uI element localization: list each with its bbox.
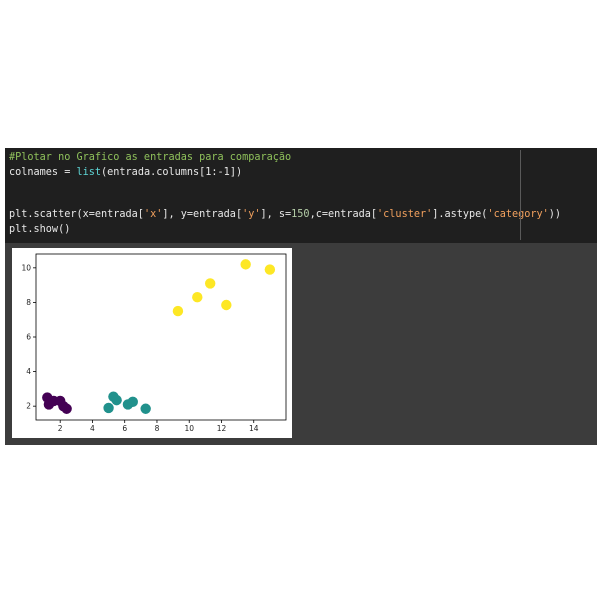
code-string: 'y' — [242, 209, 261, 220]
code-text: colnames = — [9, 167, 77, 178]
y-tick-label: 2 — [26, 402, 31, 411]
x-tick-label: 4 — [90, 424, 95, 433]
x-tick-label: 6 — [122, 424, 127, 433]
code-line-scatter: plt.scatter(x=entrada['x'], y=entrada['y… — [9, 207, 561, 222]
scatter-point-cluster-0 — [61, 403, 72, 414]
y-tick-label: 6 — [26, 333, 31, 342]
code-builtin: list — [76, 167, 102, 178]
code-text: (entrada.columns[1:-1]) — [101, 167, 243, 178]
y-tick-label: 10 — [21, 263, 31, 272]
code-line-show: plt.show() — [9, 224, 71, 235]
scatter-point-cluster-2 — [240, 259, 251, 270]
code-cell[interactable]: #Plotar no Grafico as entradas para comp… — [5, 148, 597, 243]
code-text: plt.scatter(x=entrada[ — [9, 209, 144, 220]
scatter-point-cluster-1 — [111, 394, 122, 406]
code-string: 'cluster' — [377, 209, 433, 220]
y-tick-label: 8 — [26, 298, 31, 307]
axis-ticks: 2 4 6 8 10 12 14 2 4 6 8 10 — [21, 263, 258, 433]
y-tick-label: 4 — [26, 367, 31, 376]
x-tick-label: 12 — [217, 424, 227, 433]
code-text: ], y=entrada[ — [162, 209, 243, 220]
code-text: )) — [548, 209, 562, 220]
code-line-colnames: colnames = list(entrada.columns[1:-1]) — [9, 165, 242, 180]
editor-ruler — [520, 150, 521, 240]
notebook-area: #Plotar no Grafico as entradas para comp… — [5, 148, 597, 445]
code-text: ].astype( — [432, 209, 488, 220]
scatter-point-cluster-1 — [140, 403, 151, 414]
scatter-point-cluster-2 — [264, 264, 276, 275]
x-tick-label: 10 — [184, 424, 194, 433]
code-text: ], s= — [260, 209, 292, 220]
code-number: 150 — [291, 209, 310, 220]
plot-output: 2 4 6 8 10 12 14 2 4 6 8 10 — [12, 248, 292, 438]
scatter-point-cluster-2 — [204, 278, 216, 289]
x-tick-label: 2 — [58, 424, 63, 433]
code-text: ,c=entrada[ — [309, 209, 378, 220]
scatter-point-cluster-1 — [127, 396, 138, 408]
code-string: 'category' — [487, 209, 549, 220]
scatter-plot: 2 4 6 8 10 12 14 2 4 6 8 10 — [12, 248, 292, 438]
x-tick-label: 14 — [249, 424, 259, 433]
code-comment-line: #Plotar no Grafico as entradas para comp… — [9, 152, 292, 163]
scatter-point-cluster-2 — [221, 299, 232, 311]
scatter-points — [42, 259, 276, 414]
scatter-point-cluster-2 — [192, 292, 203, 303]
scatter-point-cluster-1 — [103, 402, 114, 414]
plot-background — [12, 248, 292, 438]
code-string: 'x' — [143, 209, 163, 220]
scatter-point-cluster-2 — [172, 305, 184, 317]
x-tick-label: 8 — [155, 424, 160, 433]
